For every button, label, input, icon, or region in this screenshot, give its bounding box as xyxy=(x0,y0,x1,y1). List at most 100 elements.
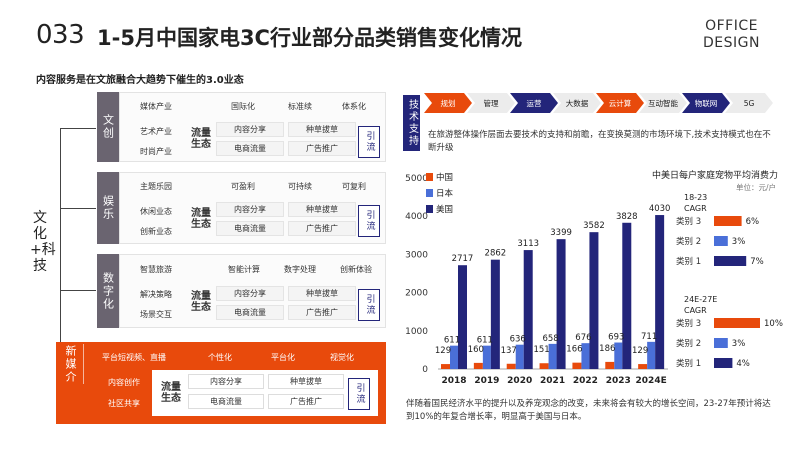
flow-pill: 广告推广 xyxy=(288,141,356,156)
bracket-branch xyxy=(60,208,96,209)
yinliu-label: 引流 xyxy=(364,210,375,232)
cagr-value-label: 4% xyxy=(736,359,750,369)
cagr-bar xyxy=(714,358,733,368)
cagr-value-label: 3% xyxy=(732,339,746,349)
new-media-item: 社区共享 xyxy=(108,399,140,408)
flow-pill: 种草拔草 xyxy=(268,374,344,389)
cagr-value-label: 6% xyxy=(746,217,760,227)
cagr-bar xyxy=(714,338,728,348)
bar-china xyxy=(441,364,450,369)
data-label-china: 129 xyxy=(435,346,451,356)
bar-japan xyxy=(548,343,557,369)
data-label-japan: 676 xyxy=(575,333,591,343)
cagr-title: 24E-27E xyxy=(684,295,717,304)
flow-pill: 内容分享 xyxy=(216,202,284,217)
flow-pill: 种草拔草 xyxy=(288,122,356,137)
flow-pill: 电商流量 xyxy=(188,394,264,409)
bracket-line xyxy=(60,128,61,358)
bar-japan xyxy=(581,343,590,369)
section-item: 主题乐园 xyxy=(140,182,172,191)
y-tick-label: 5000 xyxy=(405,174,428,184)
data-label-japan: 636 xyxy=(510,335,526,345)
y-tick-label: 4000 xyxy=(405,212,428,222)
bar-china xyxy=(572,362,582,369)
data-label-japan: 711 xyxy=(641,332,657,342)
bar-china xyxy=(473,362,483,369)
flow-ecology-label: 流量生态 xyxy=(191,208,211,230)
section-feature: 可持续 xyxy=(288,182,312,191)
bar-usa xyxy=(622,222,632,369)
flow-ecology-label: 流量生态 xyxy=(191,128,211,150)
section-feature: 可复利 xyxy=(342,182,366,191)
data-label-japan: 611 xyxy=(477,336,493,346)
tech-step-arrow: 物联网 xyxy=(682,93,730,113)
page-title: 1-5月中国家电3C行业部分品类销售变化情况 xyxy=(97,26,522,50)
flow-pill: 种草拔草 xyxy=(288,286,356,301)
x-tick-label: 2018 xyxy=(441,376,466,386)
section-tab-xinmeijie: 新媒介 xyxy=(58,344,84,384)
cagr-title: 18-23 xyxy=(684,193,707,202)
cagr-category-label: 类别 2 xyxy=(676,338,701,349)
tech-step-arrow: 5G xyxy=(725,93,773,113)
tech-step-arrow: 大数据 xyxy=(553,93,601,113)
legend-swatch xyxy=(426,173,433,181)
section-item: 智慧旅游 xyxy=(140,265,172,274)
section-feature: 可盈利 xyxy=(231,182,255,191)
data-label-china: 186 xyxy=(599,344,615,354)
bar-china xyxy=(506,363,516,369)
tech-description: 在旅游整体操作层面去要技术的支持和前瞻，在变换莫测的市场环境下,技术支持模式也在… xyxy=(428,130,771,153)
data-label-china: 160 xyxy=(468,345,484,355)
bar-japan xyxy=(515,344,524,369)
new-media-feature: 个性化 xyxy=(208,353,232,362)
section-item: 创新业态 xyxy=(140,227,172,236)
yinliu-badge: 引流 xyxy=(348,378,370,410)
section-tab-label: 娱乐 xyxy=(101,195,115,221)
section-tab-wenchuang: 文创 xyxy=(97,92,119,162)
x-tick-label: 2022 xyxy=(573,376,598,386)
bar-usa xyxy=(458,265,467,369)
bar-usa xyxy=(523,250,533,369)
bar-usa xyxy=(655,215,665,369)
tech-step-arrow: 规划 xyxy=(424,93,472,113)
tech-step-arrow: 运营 xyxy=(510,93,558,113)
bar-usa xyxy=(556,239,566,369)
bar-china xyxy=(605,361,615,369)
tech-step-arrow: 云计算 xyxy=(596,93,644,113)
cagr-title: CAGR xyxy=(684,306,707,315)
section-item: 休闲业态 xyxy=(140,207,172,216)
section-feature: 标准续 xyxy=(288,102,312,111)
x-tick-label: 2023 xyxy=(606,376,631,386)
bar-usa xyxy=(490,259,500,369)
data-label-china: 151 xyxy=(533,345,549,355)
cagr-value-label: 10% xyxy=(764,319,783,329)
legend-swatch xyxy=(426,189,433,197)
tech-step-arrow: 管理 xyxy=(467,93,515,113)
flow-pill: 广告推广 xyxy=(288,305,356,320)
data-label-japan: 658 xyxy=(542,334,558,344)
section-tab-label: 新媒介 xyxy=(64,344,77,384)
bar-japan xyxy=(450,345,458,369)
section-tab-shuzihua: 数字化 xyxy=(97,254,119,328)
data-label-china: 129 xyxy=(632,346,648,356)
section-item: 解决策略 xyxy=(140,290,172,299)
bar-japan xyxy=(482,345,491,369)
flow-pill: 种草拔草 xyxy=(288,202,356,217)
flow-pill: 电商流量 xyxy=(216,221,284,236)
y-tick-label: 2000 xyxy=(405,289,428,299)
y-tick-label: 0 xyxy=(422,365,428,375)
yinliu-label: 引流 xyxy=(364,131,375,153)
section-feature: 国际化 xyxy=(231,102,255,111)
legend-label: 日本 xyxy=(436,188,454,199)
cagr-category-label: 类别 1 xyxy=(676,256,701,267)
brand-logo-text: OFFICE DESIGN xyxy=(703,18,760,52)
cagr-bar xyxy=(714,256,747,266)
bracket-branch xyxy=(60,128,96,129)
brand-line-2: DESIGN xyxy=(703,35,760,51)
bottom-description: 伴随着国民经济水平的提升以及养宠观念的改变，未来将会有较大的增长空间，23-27… xyxy=(406,399,771,422)
bar-usa xyxy=(589,232,599,369)
new-media-feature: 平台化 xyxy=(271,353,295,362)
cagr-bar xyxy=(714,318,760,328)
section-feature: 智能计算 xyxy=(228,265,260,274)
legend-label: 中国 xyxy=(436,172,453,183)
data-label-china: 166 xyxy=(566,345,582,355)
